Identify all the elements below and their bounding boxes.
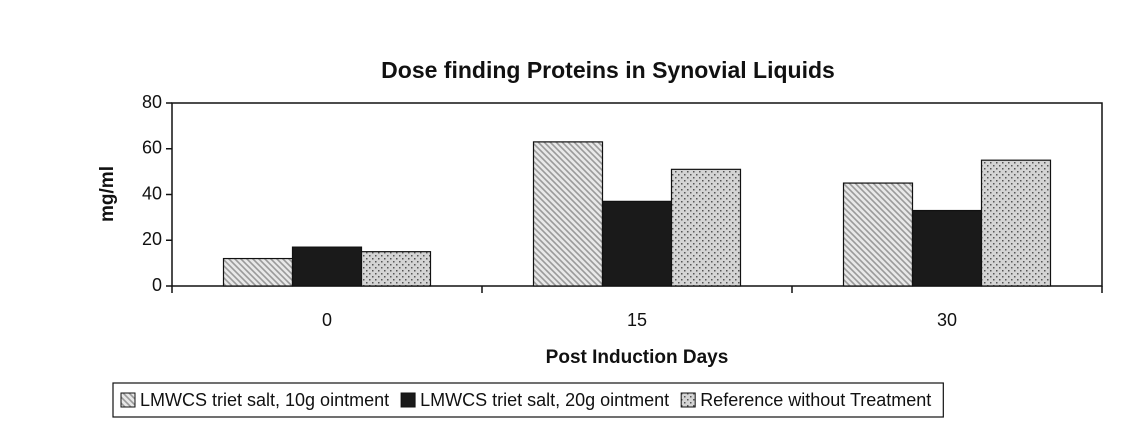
- legend-label: LMWCS triet salt, 10g ointment: [140, 390, 389, 410]
- legend-swatch: [400, 392, 416, 408]
- bar: [601, 200, 673, 287]
- bar: [360, 251, 432, 287]
- legend-label: LMWCS triet salt, 20g ointment: [420, 390, 669, 410]
- y-tick-label: 20: [142, 229, 162, 249]
- legend-swatch: [680, 392, 696, 408]
- bar: [911, 209, 983, 287]
- y-tick-label: 40: [142, 183, 162, 203]
- x-tick-label: 30: [937, 310, 957, 330]
- bar: [222, 257, 294, 287]
- bar: [842, 182, 914, 287]
- x-tick-label: 0: [322, 310, 332, 330]
- legend-label: Reference without Treatment: [700, 390, 931, 410]
- bar: [670, 168, 742, 287]
- y-tick-label: 80: [142, 92, 162, 112]
- x-tick-label: 15: [627, 310, 647, 330]
- legend-box: [112, 382, 944, 418]
- y-tick-label: 0: [152, 275, 162, 295]
- chart-title: Dose finding Proteins in Synovial Liquid…: [381, 57, 835, 83]
- y-axis-label: mg/ml: [97, 166, 118, 222]
- legend-swatch: [120, 392, 136, 408]
- bar: [980, 159, 1052, 287]
- bar: [291, 246, 363, 287]
- bar: [532, 141, 604, 287]
- y-tick-label: 60: [142, 138, 162, 158]
- x-axis-label: Post Induction Days: [546, 347, 729, 368]
